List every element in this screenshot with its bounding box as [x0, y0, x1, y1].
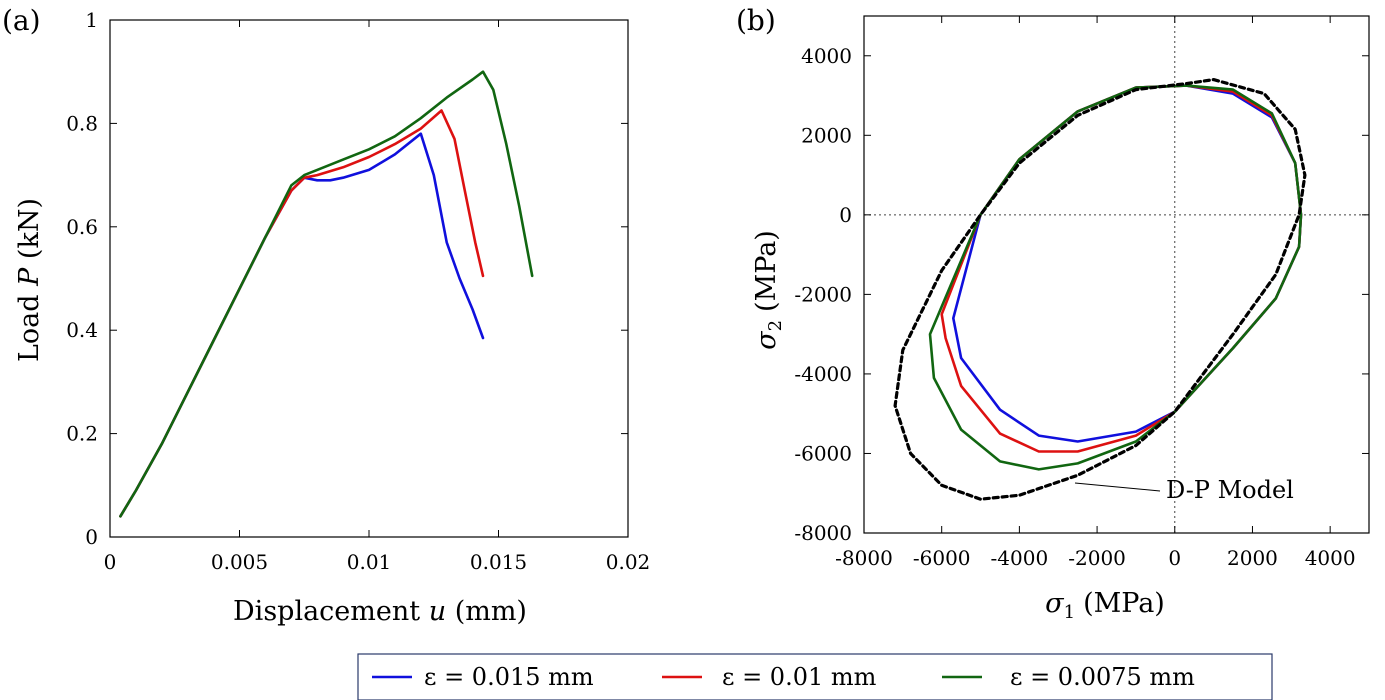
x-tick-label-b-6: 4000: [1305, 546, 1356, 570]
plot-a-frame: [109, 19, 629, 538]
series-line-b-3: [893, 77, 1307, 501]
y-tick-label-b-3: -2000: [794, 282, 852, 306]
plot-a-axes: 0 0.005 0.01 0.015 0.02 0 0.2 0.4 0.6 0.8 1: [66, 8, 650, 574]
x-tick-label-a-1: 0.005: [211, 550, 268, 574]
y-tick-label-b-2: -4000: [794, 362, 852, 386]
plot-a-ylabel-var: P: [14, 267, 45, 287]
plot-b-xlabel-unit: (MPa): [1083, 588, 1165, 619]
legend-label-1: ε = 0.01 mm: [722, 663, 877, 691]
legend: ε = 0.015 mm ε = 0.01 mm ε = 0.0075 mm: [357, 653, 1273, 700]
series-line-b-1: [940, 84, 1303, 453]
plot-b-frame: [863, 15, 1370, 534]
plot-b-series: [893, 77, 1307, 501]
plot-b-xlabel-sym: σ: [1045, 588, 1065, 619]
plot-a-ylabel: Load P (kN): [14, 198, 45, 362]
plot-b-ylabel: σ2 (MPa): [751, 230, 786, 350]
plot-b-ylabel-unit: (MPa): [751, 230, 782, 312]
plot-b-ylabel-sym: σ: [751, 330, 782, 350]
x-tick-label-a-4: 0.02: [606, 550, 651, 574]
x-tick-label-b-1: -6000: [913, 546, 971, 570]
panel-a-label: (a): [2, 4, 41, 37]
y-tick-label-b-0: -8000: [794, 521, 852, 545]
x-tick-label-b-3: -2000: [1068, 546, 1126, 570]
series-line-a-2: [119, 70, 534, 518]
x-tick-label-b-5: 2000: [1227, 546, 1278, 570]
plot-a-ylabel-unit: (kN): [14, 198, 45, 259]
plot-b-axes: -8000 -6000 -4000 -2000 0 2000 4000-8000-6000-…: [794, 16, 1369, 570]
y-tick-label-b-5: 2000: [801, 123, 852, 147]
plot-b-ylabel-sub: 2: [765, 320, 786, 331]
x-tick-label-b-0: -8000: [835, 546, 893, 570]
legend-label-2: ε = 0.0075 mm: [1010, 663, 1195, 691]
legend-box: [357, 653, 1273, 700]
plot-a-xlabel-text: Displacement: [233, 596, 420, 627]
series-line-b-0: [951, 84, 1303, 443]
y-tick-label-a-2: 0.4: [66, 318, 98, 342]
y-tick-label-a-4: 0.8: [66, 111, 98, 135]
y-tick-label-b-4: 0: [839, 203, 852, 227]
x-tick-label-a-3: 0.015: [470, 550, 527, 574]
x-tick-label-a-2: 0.01: [347, 550, 392, 574]
y-tick-label-a-0: 0: [85, 525, 98, 549]
plot-a-xlabel: Displacement u (mm): [233, 596, 527, 627]
x-tick-label-b-4: 0: [1168, 546, 1181, 570]
x-tick-label-a-0: 0: [104, 550, 117, 574]
plot-b-reference-lines: [864, 16, 1369, 533]
plot-b-xlabel: σ1 (MPa): [1045, 588, 1165, 623]
series-line-a-1: [119, 109, 485, 518]
series-line-a-0: [119, 132, 485, 518]
dp-model-annotation: D-P Model: [1166, 476, 1294, 504]
plot-a-series: [119, 70, 534, 518]
x-tick-label-b-2: -4000: [991, 546, 1049, 570]
panel-a: (a) 0 0.005 0.01 0.015 0.02 0 0.2 0.4 0.6 0.8 1 Di…: [2, 4, 650, 627]
plot-a-ylabel-text: Load: [14, 294, 45, 362]
panel-b-label: (b): [736, 4, 776, 37]
y-tick-label-b-1: -6000: [794, 441, 852, 465]
y-tick-label-a-1: 0.2: [66, 422, 98, 446]
series-line-b-2: [928, 84, 1303, 471]
y-tick-label-b-6: 4000: [801, 44, 852, 68]
panel-b: (b) -8000 -6000 -4000 -2000 0 2000 4000 -8000 -6…: [736, 4, 1370, 623]
plot-a-xlabel-unit: (mm): [455, 596, 527, 627]
plot-a-xlabel-var: u: [429, 596, 446, 627]
y-tick-label-a-5: 1: [85, 8, 98, 32]
dp-model-leader-line: [1074, 482, 1161, 492]
legend-label-0: ε = 0.015 mm: [424, 663, 594, 691]
y-tick-label-a-3: 0.6: [66, 215, 98, 239]
plot-b-xlabel-sub: 1: [1064, 602, 1075, 623]
